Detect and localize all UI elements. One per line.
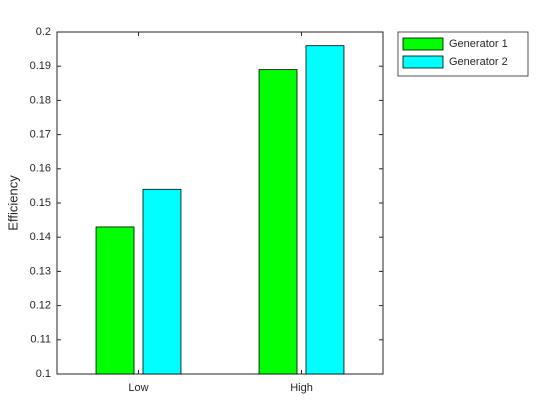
legend-label: Generator 2 bbox=[449, 56, 508, 68]
y-tick-label: 0.11 bbox=[30, 334, 51, 346]
y-tick-label: 0.12 bbox=[30, 300, 51, 312]
y-tick-label: 0.18 bbox=[30, 94, 51, 106]
y-axis-label: Efficiency bbox=[5, 175, 20, 231]
y-tick-label: 0.1 bbox=[36, 368, 51, 380]
y-tick-label: 0.2 bbox=[36, 26, 51, 38]
y-tick-label: 0.17 bbox=[30, 129, 51, 141]
legend-swatch bbox=[402, 55, 444, 69]
legend-swatch bbox=[402, 37, 444, 51]
legend-label: Generator 1 bbox=[449, 38, 508, 50]
bar bbox=[142, 188, 182, 375]
y-tick-label: 0.14 bbox=[30, 231, 51, 243]
y-tick-label: 0.19 bbox=[30, 60, 51, 72]
bar bbox=[305, 45, 345, 375]
x-tick-label: Low bbox=[128, 382, 148, 394]
x-tick-label: High bbox=[290, 382, 313, 394]
bar bbox=[95, 226, 135, 375]
bar bbox=[258, 69, 298, 375]
y-tick-label: 0.16 bbox=[30, 163, 51, 175]
y-tick-label: 0.13 bbox=[30, 265, 51, 277]
y-tick-label: 0.15 bbox=[30, 197, 51, 209]
